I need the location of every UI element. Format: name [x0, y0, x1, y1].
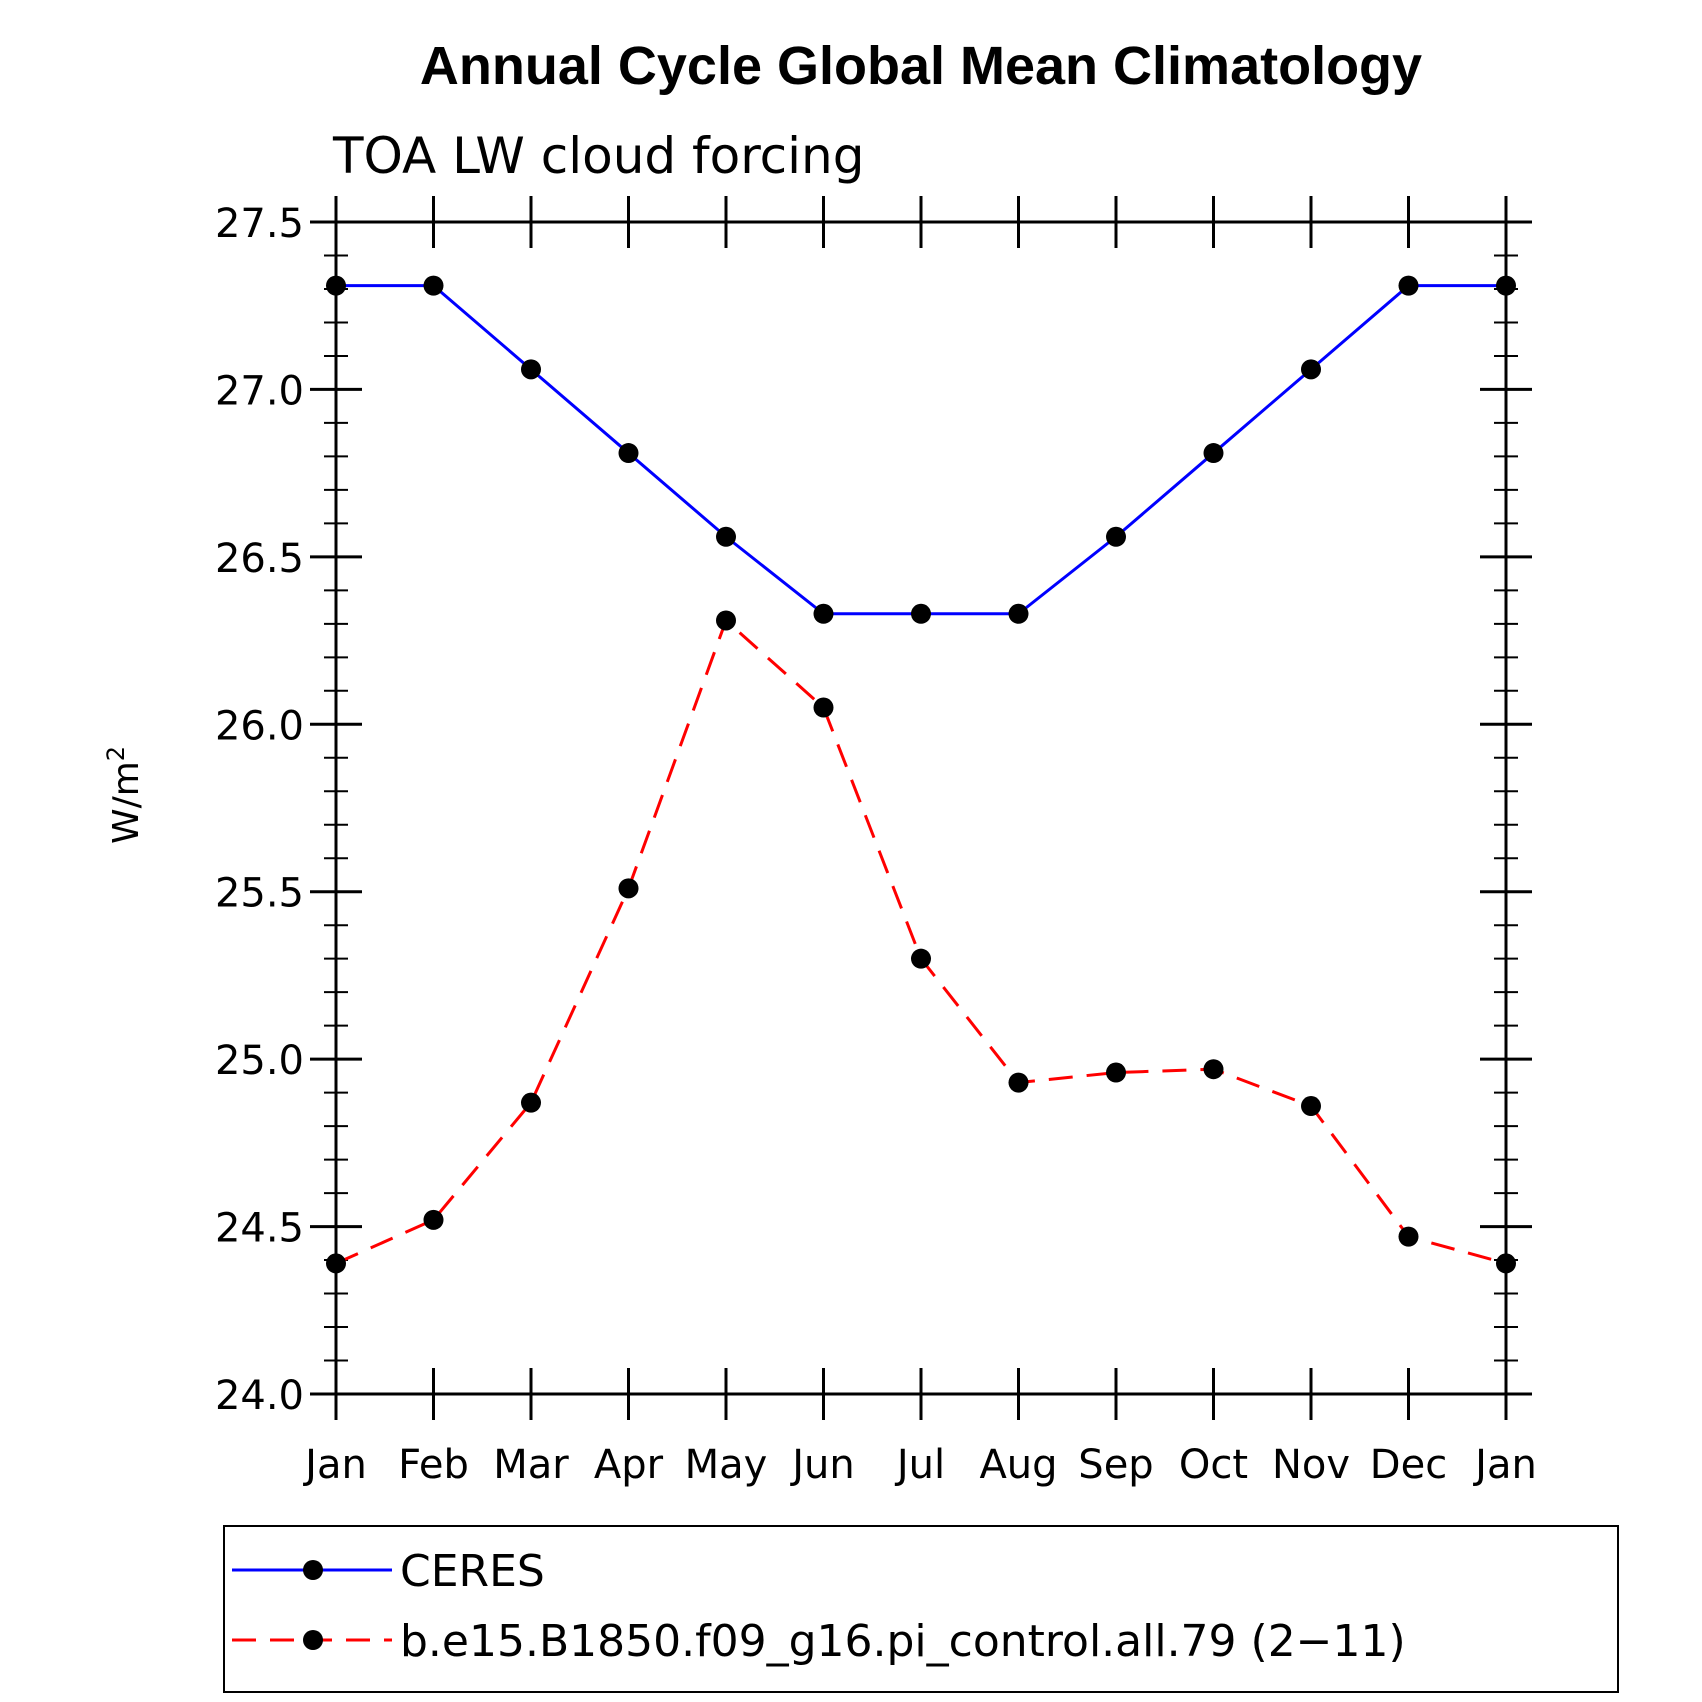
- data-point: [1398, 1226, 1419, 1247]
- x-tick-label: Jan: [1472, 1442, 1537, 1488]
- y-tick-label: 27.5: [215, 201, 304, 247]
- data-point: [716, 610, 736, 631]
- data-point: [911, 948, 931, 969]
- x-tick-label: Jul: [894, 1442, 945, 1488]
- x-tick-label: Mar: [493, 1442, 569, 1488]
- data-point: [1203, 443, 1224, 464]
- y-axis-label: W/m2: [102, 746, 147, 844]
- series-layer: [326, 275, 1516, 1274]
- x-tick-label: Jan: [302, 1442, 367, 1488]
- y-tick-label: 26.0: [215, 703, 304, 749]
- y-tick-label: 26.5: [215, 536, 304, 582]
- data-point: [1301, 1096, 1321, 1117]
- chart-title: Annual Cycle Global Mean Climatology: [420, 36, 1422, 96]
- data-point: [1106, 526, 1126, 547]
- data-point: [1496, 1253, 1516, 1274]
- axes: Jan Feb Mar Apr May Jun Jul Aug Sep Oct Nov Dec Jan 2…: [215, 196, 1537, 1488]
- data-point: [1398, 275, 1419, 296]
- data-point: [423, 1209, 444, 1230]
- legend-label-ceres: CERES: [400, 1546, 545, 1597]
- y-tick-label: 24.5: [215, 1206, 304, 1252]
- data-point: [1008, 1072, 1029, 1093]
- x-tick-label: Aug: [979, 1442, 1057, 1488]
- svg-text:W/m2: W/m2: [102, 746, 147, 844]
- data-point: [1203, 1059, 1224, 1080]
- legend: CERES b.e15.B1850.f09_g16.pi_control.all…: [223, 1525, 1619, 1693]
- plot-frame: [334, 220, 1508, 1396]
- data-point: [716, 526, 736, 547]
- data-point: [1301, 359, 1321, 380]
- legend-label-model: b.e15.B1850.f09_g16.pi_control.all.79 (2…: [400, 1616, 1406, 1667]
- data-point: [813, 603, 834, 624]
- x-tick-label: Dec: [1370, 1442, 1447, 1488]
- data-point: [1496, 275, 1516, 296]
- y-tick-label: 24.0: [215, 1373, 304, 1419]
- chart-subtitle: TOA LW cloud forcing: [332, 127, 864, 185]
- data-point: [911, 603, 931, 624]
- data-point: [521, 1092, 541, 1113]
- series-line: [336, 284, 1506, 616]
- y-tick-label: 25.5: [215, 871, 304, 917]
- data-point: [813, 697, 834, 718]
- legend-marker-ceres: [303, 1560, 323, 1580]
- series-line: [335, 617, 1507, 1265]
- legend-marker-model: [303, 1630, 323, 1650]
- x-tick-label: Oct: [1179, 1442, 1248, 1488]
- data-point: [618, 443, 639, 464]
- data-point: [423, 275, 444, 296]
- data-point: [326, 275, 346, 296]
- data-point: [326, 1253, 346, 1274]
- series-0: [326, 275, 1516, 624]
- x-tick-label: Jun: [789, 1442, 855, 1488]
- x-tick-label: Feb: [398, 1442, 469, 1488]
- x-tick-label: Sep: [1078, 1442, 1153, 1488]
- data-point: [521, 359, 541, 380]
- y-tick-label: 27.0: [215, 368, 304, 414]
- y-tick-label: 25.0: [215, 1038, 304, 1084]
- data-point: [1008, 603, 1029, 624]
- series-1: [326, 610, 1516, 1274]
- legend-box: [223, 1525, 1619, 1693]
- x-tick-label: May: [685, 1442, 768, 1488]
- x-tick-label: Nov: [1272, 1442, 1350, 1488]
- data-point: [618, 878, 639, 899]
- x-tick-label: Apr: [594, 1442, 664, 1488]
- data-point: [1106, 1062, 1126, 1083]
